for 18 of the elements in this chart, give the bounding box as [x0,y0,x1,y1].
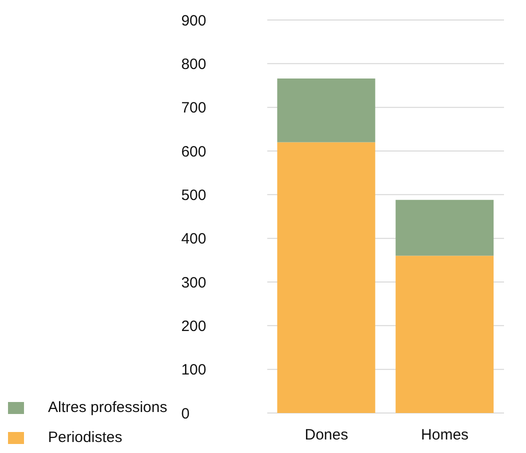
bar [277,142,376,413]
y-tick-label: 400 [181,230,206,248]
x-tick-label: Homes [421,426,469,444]
y-tick-label: 500 [181,186,206,204]
x-tick-label: Dones [304,426,348,444]
y-tick-label: 100 [181,362,206,379]
bar [396,256,494,413]
legend-label: Periodistes [48,429,122,446]
y-tick-label: 200 [181,318,206,335]
legend-label: Altres professions [48,399,168,416]
y-tick-label: 600 [181,143,206,160]
bar [277,78,376,142]
y-tick-label: 900 [181,12,206,30]
y-tick-label: 0 [181,405,190,422]
y-tick-label: 700 [181,100,206,117]
y-tick-label: 300 [181,274,206,292]
bar [396,200,494,256]
y-tick-label: 800 [181,56,206,73]
